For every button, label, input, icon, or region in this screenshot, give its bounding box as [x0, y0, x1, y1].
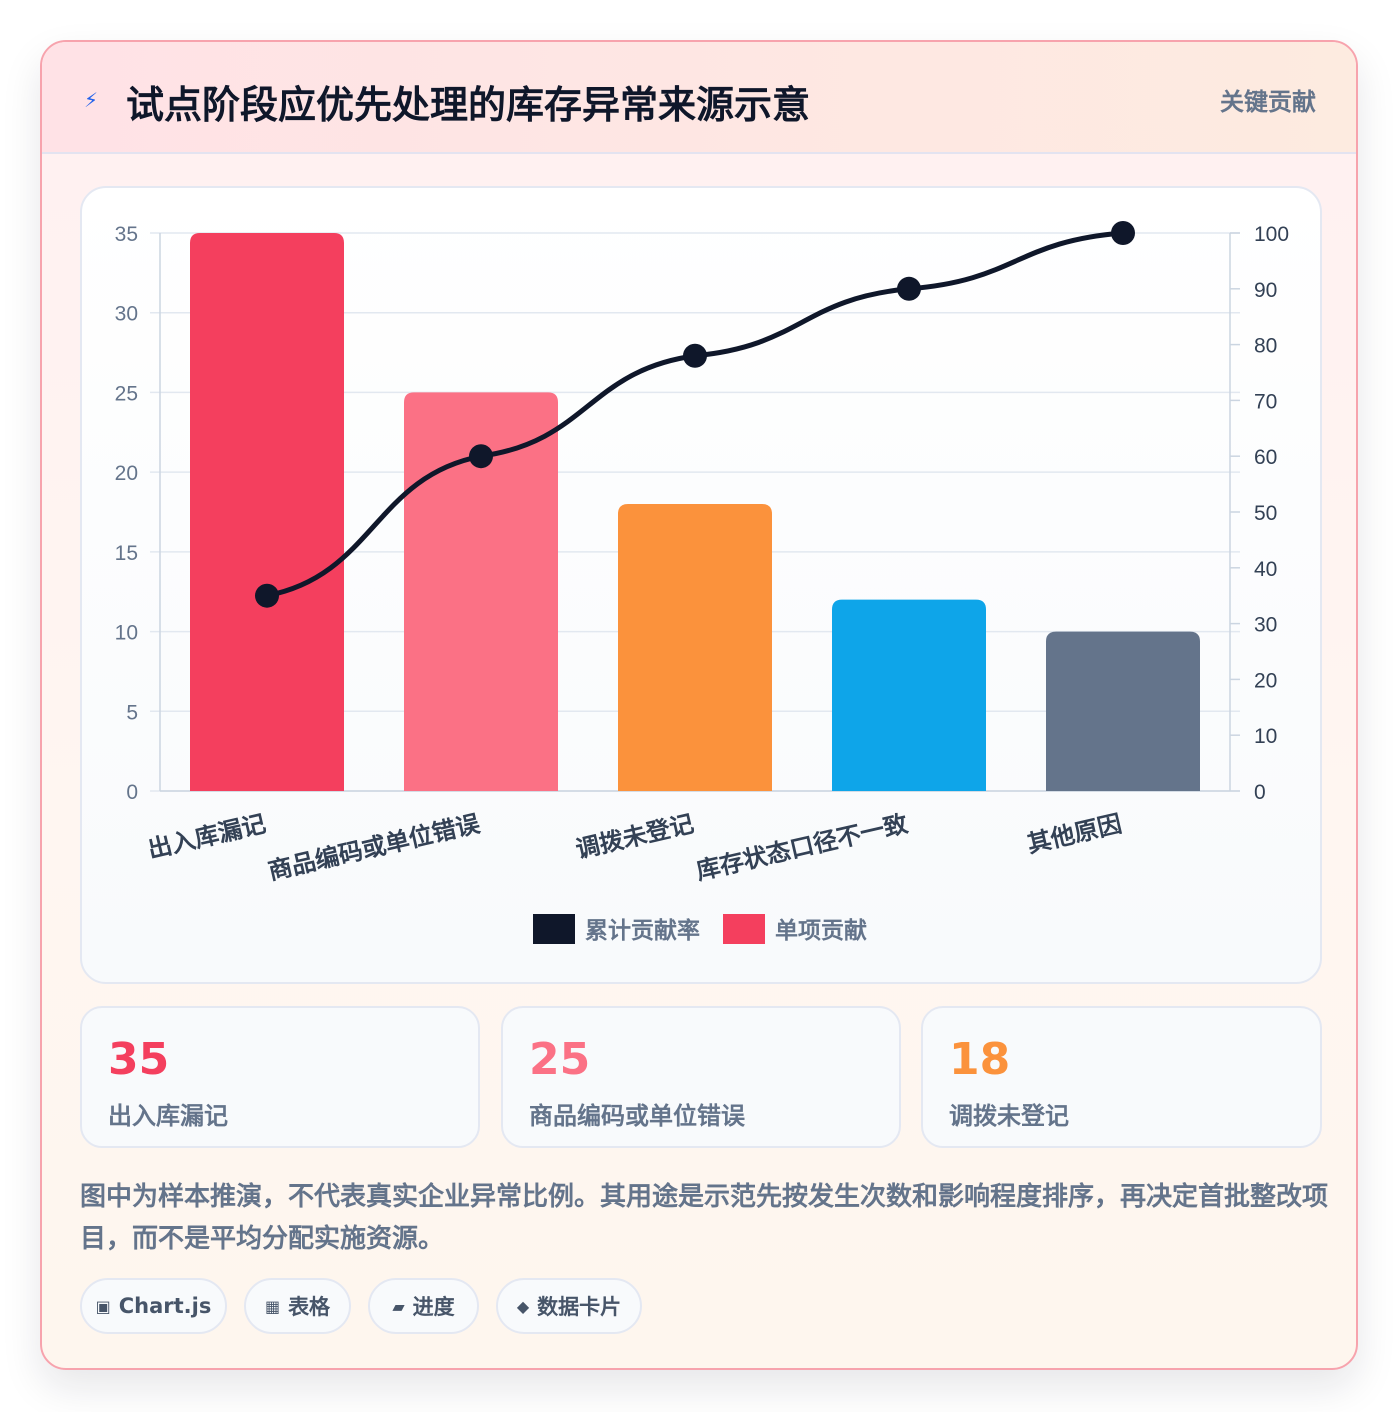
line-point — [1111, 221, 1135, 245]
line-point — [897, 276, 921, 301]
y2-tick-label: 10 — [1254, 725, 1277, 748]
chip-label: Chart.js — [118, 1294, 212, 1318]
line-point — [255, 583, 279, 608]
stat-value: 18 — [949, 1034, 1011, 1085]
legend-label: 累计贡献率 — [585, 917, 700, 944]
bar — [832, 599, 986, 791]
y-tick-label: 5 — [126, 701, 138, 724]
y-tick-label: 35 — [115, 223, 138, 246]
card-header: ⚡ 试点阶段应优先处理的库存异常来源示意 关键贡献 — [42, 42, 1356, 154]
chart-note: 图中为样本推演，不代表真实企业异常比例。其用途是示范先按发生次数和影响程度排序，… — [80, 1182, 1329, 1254]
legend-label: 单项贡献 — [775, 918, 867, 944]
card-title: 试点阶段应优先处理的库存异常来源示意 — [126, 83, 811, 127]
chip-label: 进度 — [412, 1295, 455, 1319]
y-tick-label: 0 — [126, 781, 138, 804]
header-tag: 关键贡献 — [1220, 88, 1316, 116]
stat-label: 出入库漏记 — [108, 1102, 228, 1130]
y-tick-label: 20 — [115, 462, 138, 485]
chip-table[interactable]: ▦ 表格 — [244, 1278, 351, 1334]
y2-tick-label: 20 — [1254, 669, 1277, 692]
lightning-icon: ⚡ — [84, 88, 99, 112]
y2-tick-label: 100 — [1254, 223, 1289, 246]
stat-label: 商品编码或单位错误 — [529, 1102, 745, 1130]
stat-label: 调拨未登记 — [949, 1102, 1069, 1130]
x-tick-label: 出入库漏记 — [145, 810, 268, 864]
chip-progress[interactable]: ▰ 进度 — [368, 1278, 479, 1334]
legend-swatch — [723, 914, 765, 944]
stat-value: 35 — [108, 1034, 170, 1085]
bar — [404, 392, 558, 791]
chart-icon: ▣ — [95, 1296, 111, 1316]
stat-card-1: 35 出入库漏记 — [80, 1006, 480, 1148]
y-tick-label: 30 — [115, 303, 138, 326]
chart-card: ⚡ 试点阶段应优先处理的库存异常来源示意 关键贡献 0 5 10 15 20 25 30 35… — [40, 40, 1358, 1370]
chip-chartjs[interactable]: ▣ Chart.js — [80, 1278, 227, 1334]
legend-swatch — [533, 914, 575, 944]
x-tick-label: 商品编码或单位错误 — [266, 809, 484, 885]
y2-tick-label: 0 — [1254, 781, 1266, 804]
diamond-icon: ◆ — [516, 1296, 530, 1316]
y2-tick-label: 30 — [1254, 614, 1277, 637]
x-tick-label: 调拨未登记 — [573, 810, 696, 864]
chip-label: 数据卡片 — [537, 1295, 622, 1319]
y-tick-label: 25 — [115, 382, 138, 405]
stat-card-2: 25 商品编码或单位错误 — [501, 1006, 901, 1148]
y2-tick-label: 90 — [1254, 279, 1277, 302]
y2-tick-label: 60 — [1254, 446, 1277, 469]
y2-tick-label: 40 — [1254, 558, 1277, 581]
y2-tick-label: 70 — [1254, 390, 1277, 413]
chip-label: 表格 — [288, 1295, 331, 1319]
pareto-chart: 0 5 10 15 20 25 30 35 0 10 20 30 40 50 60 70 80 90 100 出入库漏… — [115, 221, 1289, 944]
stat-card-3: 18 调拨未登记 — [921, 1006, 1322, 1148]
progress-icon: ▰ — [392, 1296, 405, 1316]
chip-data-card[interactable]: ◆ 数据卡片 — [496, 1278, 642, 1334]
line-point — [683, 343, 707, 368]
stat-value: 25 — [529, 1034, 591, 1085]
y-tick-label: 10 — [115, 622, 138, 645]
x-tick-label: 库存状态口径不一致 — [694, 809, 912, 885]
y2-tick-label: 50 — [1254, 502, 1277, 525]
y-tick-label: 15 — [115, 542, 138, 565]
y2-tick-label: 80 — [1254, 335, 1277, 358]
chart-panel: 0 5 10 15 20 25 30 35 0 10 20 30 40 50 60 70 80 90 100 出入库漏… — [80, 186, 1322, 984]
table-icon: ▦ — [264, 1296, 281, 1316]
x-tick-label: 其他原因 — [1025, 810, 1125, 859]
line-point — [469, 444, 493, 469]
bar — [1046, 631, 1200, 791]
bar — [190, 233, 344, 791]
bar — [618, 504, 772, 791]
